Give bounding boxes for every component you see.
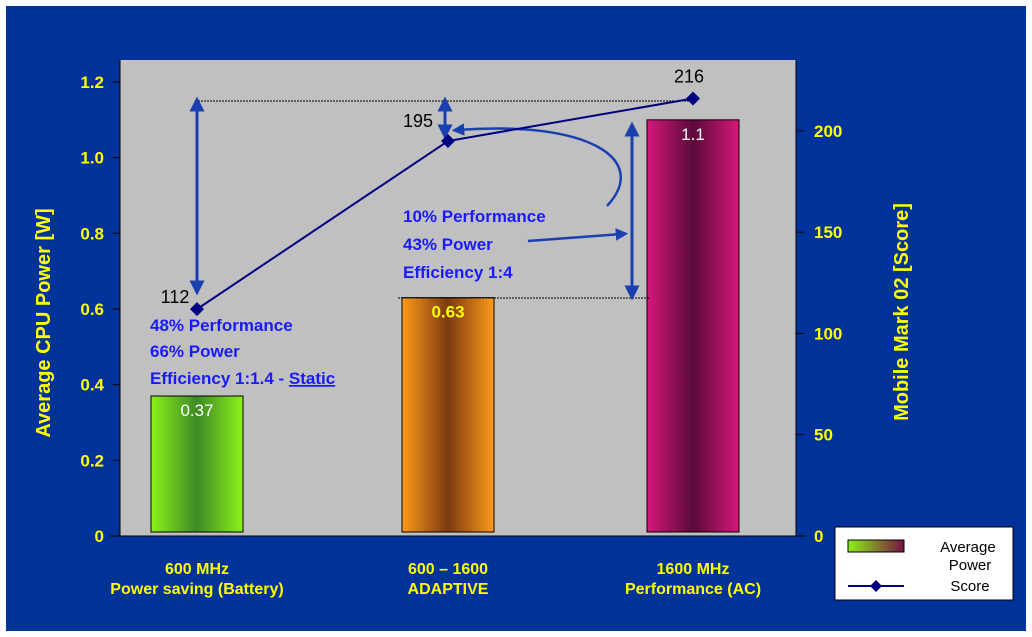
category-label: 600 – 1600 ADAPTIVE — [408, 561, 489, 598]
bar — [401, 297, 495, 533]
legend-score-label: Score — [950, 578, 989, 595]
y2-tick-label: 100 — [814, 324, 842, 343]
y-tick-label: 0.8 — [80, 224, 104, 243]
score-point — [686, 91, 700, 106]
category-label-line: Power saving (Battery) — [110, 581, 283, 598]
score-value-label: 195 — [403, 111, 433, 131]
legend-power-label: Average Power — [940, 539, 1000, 574]
score-value-label: 216 — [674, 66, 704, 86]
y2-axis-title: Mobile Mark 02 [Score] — [891, 203, 913, 421]
legend-power-swatch — [847, 539, 905, 553]
legend-score-marker — [870, 580, 882, 592]
bar-value-label: 1.1 — [681, 125, 705, 144]
y-tick-label: 0 — [95, 527, 104, 546]
annotation-right-line-1: 10% Performance — [403, 207, 546, 226]
annotation-right: 10% Performance 43% Power Efficiency 1:4 — [403, 207, 550, 282]
score-point — [190, 302, 204, 317]
y2-tick-label: 50 — [814, 426, 833, 445]
y-tick-label: 1.2 — [80, 73, 104, 92]
legend-box — [834, 526, 1014, 601]
y-tick-label: 1.0 — [80, 149, 104, 168]
score-point — [441, 134, 455, 149]
category-label-line: 600 MHz — [165, 561, 229, 578]
y2-tick-label: 200 — [814, 122, 842, 141]
score-value-label: 112 — [161, 287, 190, 307]
y-axis-title: Average CPU Power [W] — [33, 208, 55, 437]
category-label-line: Performance (AC) — [625, 581, 761, 598]
category-label-line: 600 – 1600 — [408, 561, 488, 578]
annotation-left-line-3: Efficiency 1:1.4 - — [150, 369, 289, 388]
curved-arrow — [451, 123, 622, 207]
bar-value-label: 0.37 — [180, 401, 213, 420]
legend-power-label-line-1: Average — [940, 539, 996, 556]
bar-value-label: 0.63 — [431, 303, 464, 322]
annotation-right-line-3: Efficiency 1:4 — [403, 263, 513, 282]
y2-tick-label: 150 — [814, 223, 842, 242]
y2-tick-label: 0 — [814, 527, 823, 546]
annotation-left-line-1: 48% Performance — [150, 316, 293, 335]
legend-power-label-line-2: Power — [949, 557, 992, 574]
category-label-line: 1600 MHz — [657, 561, 730, 578]
annotation-left: 48% Performance 66% Power Efficiency 1:1… — [150, 316, 335, 388]
category-label: 600 MHz Power saving (Battery) — [110, 561, 283, 598]
bar — [150, 395, 244, 533]
category-label-line: ADAPTIVE — [408, 581, 489, 598]
category-label: 1600 MHz Performance (AC) — [625, 561, 761, 598]
annotation-right-line-2: 43% Power — [403, 235, 493, 254]
annotation-left-line-2: 66% Power — [150, 342, 240, 361]
legend: Average Power Score — [834, 526, 1014, 601]
annotation-left-static-link: Static — [289, 369, 335, 388]
y-tick-label: 0.6 — [80, 300, 104, 319]
annotation-pointer-arrow — [527, 228, 629, 243]
y-tick-label: 0.2 — [80, 451, 104, 470]
y-tick-label: 0.4 — [80, 376, 104, 395]
bar — [646, 119, 740, 533]
